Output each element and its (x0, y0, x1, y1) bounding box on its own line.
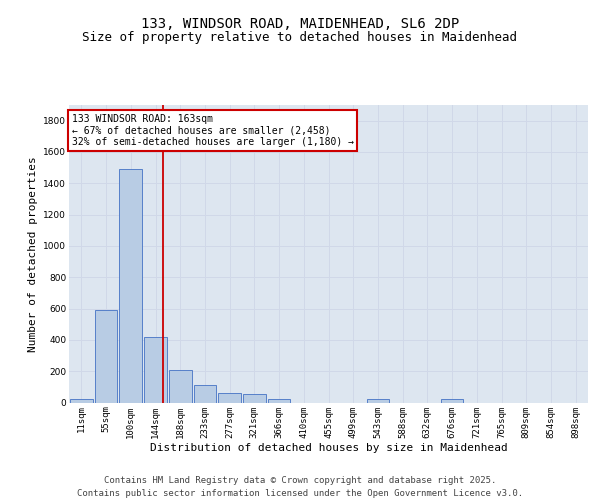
Bar (95, 310, 118, 402)
Text: Size of property relative to detached houses in Maidenhead: Size of property relative to detached ho… (83, 32, 517, 44)
Y-axis label: Number of detached properties: Number of detached properties (28, 156, 38, 352)
X-axis label: Distribution of detached houses by size in Maidenhead: Distribution of detached houses by size … (149, 443, 508, 453)
Bar (243, 394, 266, 402)
Bar (441, 400, 463, 402)
Text: 133, WINDSOR ROAD, MAIDENHEAD, SL6 2DP: 133, WINDSOR ROAD, MAIDENHEAD, SL6 2DP (141, 18, 459, 32)
Bar (169, 370, 191, 402)
Bar (367, 400, 389, 402)
Bar (268, 400, 290, 402)
Bar (194, 386, 216, 402)
Bar (119, 169, 142, 402)
Bar (144, 336, 167, 402)
Text: 133 WINDSOR ROAD: 163sqm
← 67% of detached houses are smaller (2,458)
32% of sem: 133 WINDSOR ROAD: 163sqm ← 67% of detach… (71, 114, 353, 147)
Text: Contains HM Land Registry data © Crown copyright and database right 2025.
Contai: Contains HM Land Registry data © Crown c… (77, 476, 523, 498)
Bar (70, 400, 93, 402)
Bar (218, 393, 241, 402)
